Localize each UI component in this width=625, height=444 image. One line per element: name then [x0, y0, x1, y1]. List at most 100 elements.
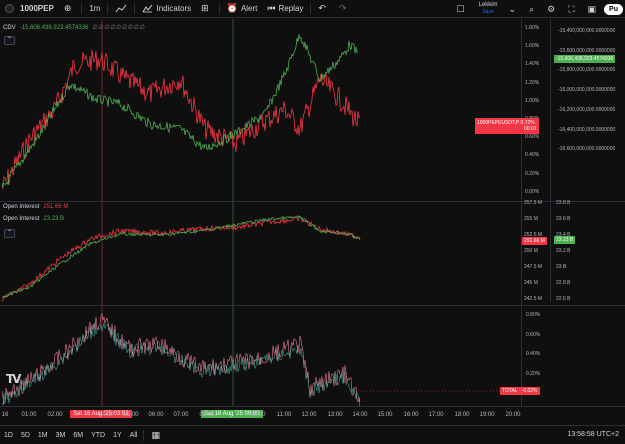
- line-chart-icon: [116, 4, 127, 13]
- range-button-3m[interactable]: 3M: [55, 431, 66, 439]
- redo-icon: ↷: [338, 3, 347, 13]
- chart-canvas[interactable]: [0, 19, 521, 406]
- goto-date-button[interactable]: ▦: [146, 426, 168, 444]
- price-axis[interactable]: 1.80% 1.60% 1.40% 1.20% 1.00% 0.80% 0.60% 0.40%…: [523, 19, 551, 406]
- settings-button[interactable]: ⚙: [542, 0, 563, 18]
- alert-button[interactable]: ⏰ Alert: [222, 0, 263, 18]
- clock-timezone[interactable]: 13:58:58 UTC+2: [567, 431, 619, 438]
- oi2-axis-label: 22.6 B: [556, 296, 571, 302]
- oi1-axis-label: 245 M: [524, 280, 538, 286]
- time-axis-label: 12:00: [301, 412, 317, 418]
- chart-type-button[interactable]: [110, 0, 132, 18]
- compare-symbol-button[interactable]: ⊕: [59, 0, 80, 18]
- tradingview-logo[interactable]: 𝗧𝗩: [6, 372, 22, 386]
- oi1-axis-label: 257.5 M: [524, 200, 543, 206]
- cdv-axis-label: -15,400,000,000.0000000: [558, 28, 616, 34]
- oi1-legend-value: 251.66 M: [43, 204, 69, 210]
- price-axis-label: 1.40%: [525, 61, 540, 68]
- layout-select-button[interactable]: ☐: [451, 0, 472, 18]
- time-axis-label: 19:00: [479, 412, 495, 418]
- time-axis-label: 10:00: [250, 412, 266, 418]
- square-icon: ☐: [456, 3, 465, 14]
- cdv-axis-label: -16,200,000,000.0000000: [558, 106, 616, 113]
- price-tag: 1000PEPEUSDT.P 0.72% 00:01: [475, 118, 539, 134]
- pane-divider[interactable]: [0, 201, 625, 202]
- time-axis-label: 17:00: [428, 412, 444, 418]
- replay-button[interactable]: ⏮ Replay: [262, 0, 308, 18]
- range-button-1d[interactable]: 1D: [4, 431, 13, 439]
- crosshair-time-red: Sat 16 Aug '25 03:52: [70, 410, 132, 418]
- time-axis-label: 15:00: [377, 412, 393, 418]
- time-axis-label: 18:00: [454, 412, 470, 418]
- time-axis-label: 06:00: [148, 412, 164, 418]
- time-axis-label: 05:00: [123, 412, 139, 418]
- oi1-tag: 251.66 M: [522, 237, 547, 245]
- total-tag: TOTAL -0.02%: [500, 387, 540, 395]
- price-axis-label: 0.60%: [525, 134, 540, 141]
- chevron-up-icon: ⌃: [6, 37, 13, 43]
- search-icon: ⌕: [529, 3, 535, 14]
- price-axis-label: 0.40%: [525, 152, 540, 159]
- layout-menu-button[interactable]: ⌄: [504, 0, 525, 18]
- time-axis-label: 07:00: [173, 412, 189, 418]
- price-axis-label: 1.80%: [525, 25, 540, 31]
- collapse-legend-button[interactable]: ⌃: [4, 229, 15, 238]
- range-button-5d[interactable]: 5D: [20, 431, 30, 439]
- range-button-6m[interactable]: 6M: [73, 431, 84, 439]
- publish-button[interactable]: Pu: [604, 3, 623, 15]
- chevron-down-icon: ⌄: [508, 3, 517, 14]
- date-range-group: 1D 5D 1M 3M 6M YTD 1Y All: [0, 432, 141, 439]
- quick-search-button[interactable]: ⌕: [524, 0, 542, 18]
- layout-name-button[interactable]: Lekkim Save: [479, 2, 498, 16]
- cdv-axis[interactable]: -15,400,000,000.0000000 -15,600,000,000.0…: [552, 19, 625, 406]
- symbol-logo-icon: [5, 4, 14, 13]
- cdv-axis-label: -15,600,000,000.0000000: [558, 47, 616, 54]
- range-button-ytd[interactable]: YTD: [91, 431, 106, 439]
- cdv-legend-name: CDV: [3, 24, 16, 31]
- range-button-1m[interactable]: 1M: [37, 431, 48, 439]
- range-button-all[interactable]: All: [129, 431, 138, 439]
- time-axis-label: 16: [1, 412, 9, 418]
- oi2-legend-value: 23.23 B: [43, 216, 65, 222]
- time-axis-label: 08:00: [199, 412, 215, 418]
- price-tag-timer: 00:01: [524, 126, 537, 132]
- total-tag-label: TOTAL: [502, 388, 518, 394]
- fullscreen-icon: ⛶: [568, 3, 575, 14]
- interval-button[interactable]: 1m: [84, 0, 105, 18]
- indicator-templates-button[interactable]: ⊞: [196, 0, 217, 18]
- undo-button[interactable]: ↶: [313, 0, 334, 18]
- pane2-legend-oi2[interactable]: Open Interest 23.23 B: [3, 216, 64, 222]
- layout-save-status: Save: [482, 9, 494, 15]
- price-tag-value: 0.72%: [520, 120, 535, 126]
- oi2-tag: 23.23 B: [554, 236, 576, 244]
- pane1-series: [1, 34, 361, 190]
- indicators-button[interactable]: Indicators: [137, 0, 196, 18]
- total-axis-label: 0.20%: [526, 370, 541, 377]
- grid-icon: ⊞: [201, 3, 209, 13]
- oi2-legend-name: Open Interest: [3, 216, 40, 222]
- symbol-search-button[interactable]: 1000PEP: [0, 0, 59, 18]
- pane-divider[interactable]: [0, 305, 625, 306]
- collapse-legend-button[interactable]: ⌃: [4, 36, 15, 45]
- time-axis-label: 16:00: [403, 412, 419, 418]
- alert-label: Alert: [240, 4, 258, 13]
- time-axis[interactable]: Sat 16 Aug '25 03:52 Sat 16 Aug '25 09:0…: [0, 406, 625, 424]
- cdv-line: [1, 34, 359, 188]
- total-axis-label: 0.60%: [526, 331, 541, 338]
- toolbar-divider: [218, 3, 220, 14]
- pane1-legend[interactable]: CDV -15,606,438,923.4574336 ∅ ∅ ∅ ∅ ∅ ∅ …: [3, 24, 145, 32]
- redo-button[interactable]: ↷: [334, 0, 355, 18]
- cdv-axis-label: -16,600,000,000.0000000: [558, 146, 616, 153]
- gear-icon: ⚙: [547, 3, 556, 14]
- oi2-line: [1, 215, 361, 299]
- fullscreen-button[interactable]: ⛶: [563, 0, 582, 18]
- pane2-legend-oi1[interactable]: Open Interest 251.66 M: [3, 204, 68, 210]
- toolbar-divider: [134, 3, 136, 14]
- snapshot-button[interactable]: ▣: [583, 0, 605, 18]
- oi2-axis-label: 23 B: [556, 264, 567, 270]
- pane2-series: [1, 215, 361, 302]
- total-line-a: [1, 312, 361, 405]
- cdv-axis-label: -16,000,000,000.0000000: [558, 87, 616, 94]
- time-axis-label: 11:00: [276, 412, 292, 418]
- range-button-1y[interactable]: 1Y: [113, 431, 122, 439]
